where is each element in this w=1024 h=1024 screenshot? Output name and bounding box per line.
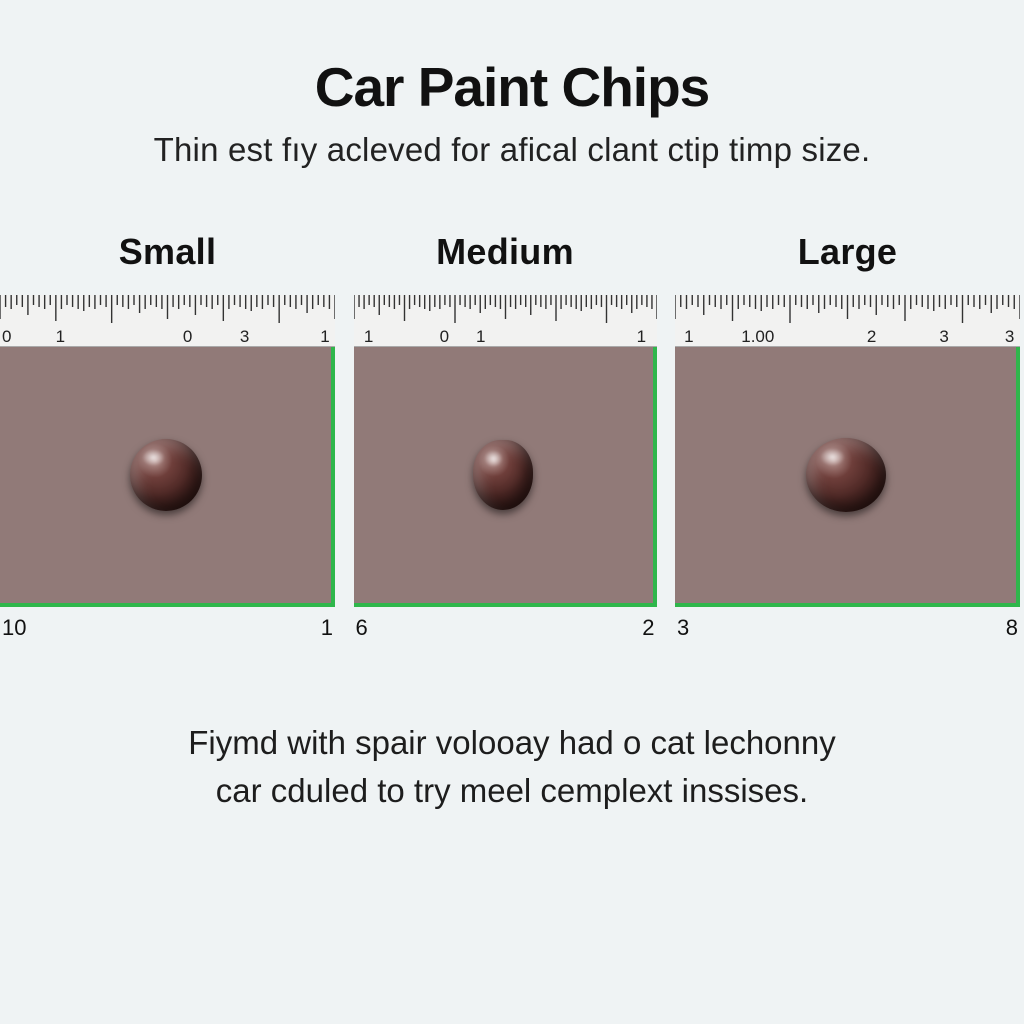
chip-medium — [473, 440, 533, 510]
chip-large — [806, 438, 886, 512]
panel-medium: Medium 1 0 1 1 6 2 — [354, 231, 657, 641]
axis-left: 6 — [356, 615, 368, 641]
ruler-number: 1 — [56, 327, 65, 347]
ruler-medium: 1 0 1 1 — [354, 295, 657, 347]
panels-row: Small 01031 10 1 Medium 1011 6 — [0, 231, 1024, 641]
axis-left: 3 — [677, 615, 689, 641]
panel-large: Large 1 1.00 2 3 3 3 8 — [675, 231, 1020, 641]
ruler-number: 3 — [240, 327, 249, 347]
chip-small — [130, 439, 202, 511]
page-subtitle: Thin est fıy acleved for afical clant ct… — [0, 131, 1024, 169]
panel-label-large: Large — [798, 231, 898, 273]
ruler-number: 1 — [684, 327, 693, 347]
axis-right: 2 — [642, 615, 654, 641]
axis-left: 10 — [2, 615, 26, 641]
ruler-number: 0 — [183, 327, 192, 347]
bottom-axis-large: 3 8 — [675, 615, 1020, 641]
swatch-wrap-large: 3 8 — [675, 347, 1020, 641]
ruler-number: 1 — [364, 327, 373, 347]
footer-text: Fiymd with spair volooay had o cat lecho… — [0, 719, 1024, 815]
swatch-small — [0, 347, 335, 607]
ruler-number: 3 — [1005, 327, 1014, 347]
ruler-number: 0 — [2, 327, 11, 347]
page: Car Paint Chips Thin est fıy acleved for… — [0, 0, 1024, 1024]
ruler-number: 2 — [867, 327, 876, 347]
panel-label-small: Small — [119, 231, 217, 273]
ruler-small: 0 1 0 3 1 — [0, 295, 335, 347]
axis-right: 8 — [1006, 615, 1018, 641]
page-title: Car Paint Chips — [0, 55, 1024, 119]
footer-line2: car cduled to try meel cemplext inssises… — [216, 772, 808, 809]
ruler-number: 3 — [939, 327, 948, 347]
swatch-medium — [354, 347, 657, 607]
ruler-number: 1 — [476, 327, 485, 347]
ruler-number: 1 — [320, 327, 329, 347]
swatch-wrap-small: 10 1 — [0, 347, 335, 641]
ruler-number: 1 — [637, 327, 646, 347]
ruler-number: 0 — [440, 327, 449, 347]
bottom-axis-medium: 6 2 — [354, 615, 657, 641]
swatch-large — [675, 347, 1020, 607]
bottom-axis-small: 10 1 — [0, 615, 335, 641]
axis-right: 1 — [321, 615, 333, 641]
swatch-wrap-medium: 6 2 — [354, 347, 657, 641]
panel-small: Small 01031 10 1 — [0, 231, 335, 641]
footer-line1: Fiymd with spair volooay had o cat lecho… — [188, 724, 836, 761]
ruler-number: 1.00 — [741, 327, 774, 347]
ruler-large: 1 1.00 2 3 3 — [675, 295, 1020, 347]
panel-label-medium: Medium — [436, 231, 574, 273]
